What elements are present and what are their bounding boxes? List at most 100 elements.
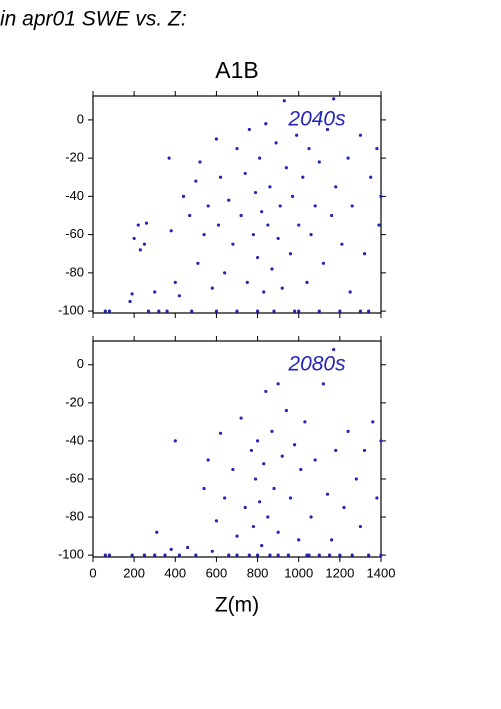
- point: [206, 204, 210, 208]
- point: [210, 286, 214, 290]
- point: [255, 309, 260, 313]
- point: [227, 198, 231, 202]
- point: [272, 309, 276, 313]
- point: [231, 242, 235, 246]
- point: [375, 496, 379, 500]
- point: [163, 553, 167, 557]
- point: [235, 553, 239, 557]
- point: [354, 477, 358, 481]
- point: [293, 309, 297, 313]
- point: [264, 389, 268, 394]
- point: [243, 171, 247, 176]
- point: [293, 443, 297, 447]
- point: [338, 553, 342, 557]
- point: [301, 175, 305, 179]
- point: [153, 290, 157, 294]
- point: [107, 309, 112, 313]
- point: [307, 146, 311, 151]
- y-tick-label: -80: [65, 508, 84, 523]
- point: [321, 261, 325, 265]
- point: [270, 267, 274, 271]
- point: [136, 223, 140, 227]
- point: [202, 486, 206, 491]
- point: [144, 221, 149, 225]
- point: [317, 160, 321, 164]
- point: [309, 515, 313, 519]
- point: [190, 309, 194, 313]
- x-tick-label: 1200: [325, 565, 354, 580]
- point: [177, 294, 181, 298]
- point: [173, 280, 177, 285]
- point: [280, 286, 284, 290]
- point: [330, 538, 334, 542]
- point: [297, 538, 301, 542]
- page-title: in apr01 SWE vs. Z:: [0, 8, 187, 31]
- point: [288, 252, 293, 256]
- point: [284, 408, 288, 413]
- point: [157, 309, 161, 313]
- point: [194, 179, 198, 183]
- y-tick-label: -40: [65, 432, 84, 447]
- point: [231, 467, 235, 472]
- point: [188, 213, 192, 218]
- point: [297, 309, 301, 313]
- point: [138, 248, 142, 252]
- point: [130, 292, 134, 296]
- point: [371, 420, 375, 424]
- point: [379, 194, 383, 198]
- point: [258, 500, 262, 504]
- point: [223, 271, 227, 275]
- point: [358, 133, 363, 137]
- annotation: 2080s: [287, 353, 346, 376]
- point: [181, 194, 186, 198]
- point: [239, 213, 243, 218]
- point: [278, 204, 282, 208]
- point: [155, 530, 159, 534]
- point: [235, 146, 239, 151]
- subtitle: A1B: [215, 57, 258, 83]
- point: [305, 280, 309, 285]
- x-tick-label: 1400: [367, 565, 396, 580]
- point: [255, 439, 260, 443]
- x-tick-label: 800: [247, 565, 269, 580]
- point: [218, 175, 223, 179]
- point: [260, 210, 264, 214]
- point: [379, 439, 383, 443]
- y-tick-label: 0: [77, 356, 84, 371]
- point: [249, 448, 253, 453]
- point: [299, 467, 303, 472]
- point: [216, 223, 221, 227]
- point: [313, 458, 317, 462]
- point: [362, 448, 367, 453]
- point: [340, 242, 344, 246]
- point: [288, 496, 293, 500]
- point: [313, 204, 317, 208]
- point: [177, 553, 181, 557]
- point: [332, 97, 336, 101]
- point: [303, 420, 307, 424]
- x-tick-label: 200: [123, 565, 145, 580]
- point: [235, 534, 239, 538]
- point: [276, 530, 280, 534]
- point: [268, 185, 272, 189]
- point: [309, 233, 313, 237]
- point: [325, 127, 330, 132]
- point: [274, 141, 278, 145]
- point: [330, 213, 334, 218]
- point: [247, 553, 251, 557]
- point: [214, 309, 219, 313]
- point: [214, 137, 219, 141]
- point: [379, 553, 383, 557]
- point: [321, 382, 325, 386]
- x-tick-label: 600: [206, 565, 228, 580]
- point: [214, 519, 219, 523]
- point: [367, 309, 371, 313]
- point: [210, 549, 214, 553]
- point: [348, 290, 352, 294]
- point: [239, 416, 243, 420]
- point: [358, 524, 363, 529]
- point: [251, 524, 256, 529]
- point: [260, 543, 264, 548]
- point: [268, 553, 272, 557]
- point: [297, 223, 301, 227]
